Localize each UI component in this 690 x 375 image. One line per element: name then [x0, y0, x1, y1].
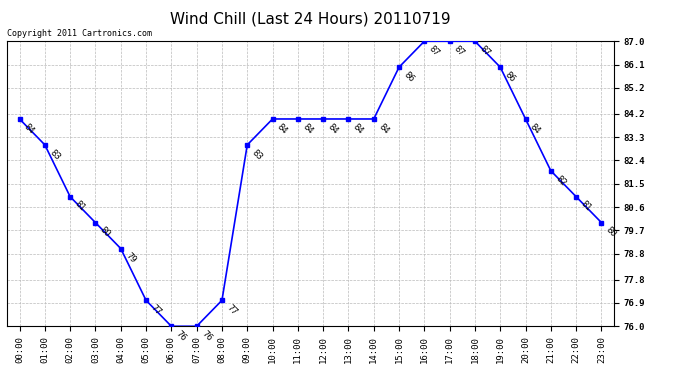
Text: 84: 84	[326, 122, 339, 136]
Text: 86: 86	[402, 70, 416, 84]
Text: 83: 83	[48, 148, 61, 162]
Text: 80: 80	[98, 225, 112, 239]
Text: 87: 87	[427, 44, 441, 58]
Text: 87: 87	[477, 44, 492, 58]
Text: 84: 84	[351, 122, 365, 136]
Text: 84: 84	[22, 122, 36, 136]
Text: 77: 77	[149, 303, 163, 317]
Text: 84: 84	[301, 122, 315, 136]
Text: 76: 76	[174, 329, 188, 343]
Text: 77: 77	[225, 303, 239, 317]
Text: 80: 80	[604, 225, 618, 239]
Text: Wind Chill (Last 24 Hours) 20110719: Wind Chill (Last 24 Hours) 20110719	[170, 11, 451, 26]
Text: 81: 81	[579, 200, 593, 213]
Text: 76: 76	[199, 329, 213, 343]
Text: 83: 83	[250, 148, 264, 162]
Text: 87: 87	[453, 44, 466, 58]
Text: 82: 82	[553, 174, 567, 188]
Text: Copyright 2011 Cartronics.com: Copyright 2011 Cartronics.com	[7, 29, 152, 38]
Text: 84: 84	[377, 122, 391, 136]
Text: 84: 84	[529, 122, 542, 136]
Text: 86: 86	[503, 70, 517, 84]
Text: 84: 84	[275, 122, 289, 136]
Text: 79: 79	[124, 251, 137, 265]
Text: 81: 81	[73, 200, 87, 213]
